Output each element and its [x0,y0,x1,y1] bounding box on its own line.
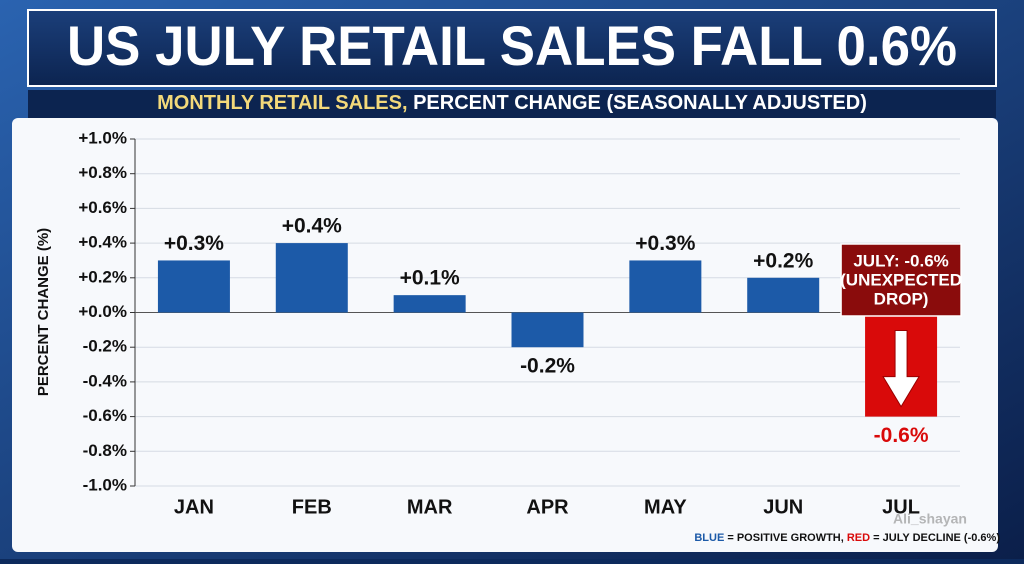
x-tick-label: JUN [763,496,803,518]
annotation: JULY: -0.6% [853,251,948,270]
arrow [882,330,920,408]
y-tick-label: +1.0% [78,128,127,147]
annotation-box [840,243,962,317]
y-tick-label: +0.4% [78,233,127,252]
y-axis-label: PERCENT CHANGE (%) [35,228,52,396]
title-banner [27,9,997,87]
value-label: +0.3% [635,232,695,255]
y-tick-label: -0.6% [83,406,127,425]
y-tick-label: -1.0% [83,475,127,494]
chart-title: US JULY RETAIL SALES FALL 0.6% [67,14,957,77]
x-tick-label: MAR [407,496,453,518]
subtitle-banner [28,90,996,118]
value-label: -0.2% [520,355,575,378]
value-label: +0.1% [400,267,460,290]
annotation: (UNEXPECTED [840,270,962,289]
y-tick-label: -0.8% [83,441,127,460]
subtitle-part: MONTHLY RETAIL SALES, [157,92,407,114]
subtitle-part: PERCENT CHANGE (SEASONALLY ADJUSTED) [413,92,867,114]
x-tick-label: MAY [644,496,687,518]
footer-part: BLUE [694,532,724,544]
y-tick-label: +0.2% [78,267,127,286]
x-tick-label: FEB [292,496,332,518]
y-tick-label: +0.0% [78,302,127,321]
y-tick-label: +0.6% [78,198,127,217]
value-label: +0.4% [282,215,342,238]
panel [12,118,998,552]
subtitle: MONTHLY RETAIL SALES, PERCENT CHANGE (SE… [157,92,867,114]
annotation: DROP) [874,289,929,308]
footer-part: = JULY DECLINE (-0.6%) [870,532,1000,544]
x-tick-label: APR [526,496,569,518]
bar [629,260,702,313]
x-tick-label: JUL [882,496,920,518]
bar [393,295,466,313]
y-tick-label: -0.4% [83,371,127,390]
watermark: Ali_shayan [893,511,967,527]
footer: BLUE = POSITIVE GROWTH, RED = JULY DECLI… [694,532,1000,544]
value-label: -0.6% [874,424,929,447]
bar [511,312,584,348]
bar [157,260,230,313]
value-label: +0.2% [753,249,813,272]
x-tick-label: JAN [174,496,214,518]
bar [275,243,348,313]
footer-part: = POSITIVE GROWTH, [724,532,847,544]
bar [747,277,820,313]
footer-part: RED [847,532,870,544]
y-tick-label: +0.8% [78,163,127,182]
value-label: +0.3% [164,232,224,255]
y-tick-label: -0.2% [83,337,127,356]
